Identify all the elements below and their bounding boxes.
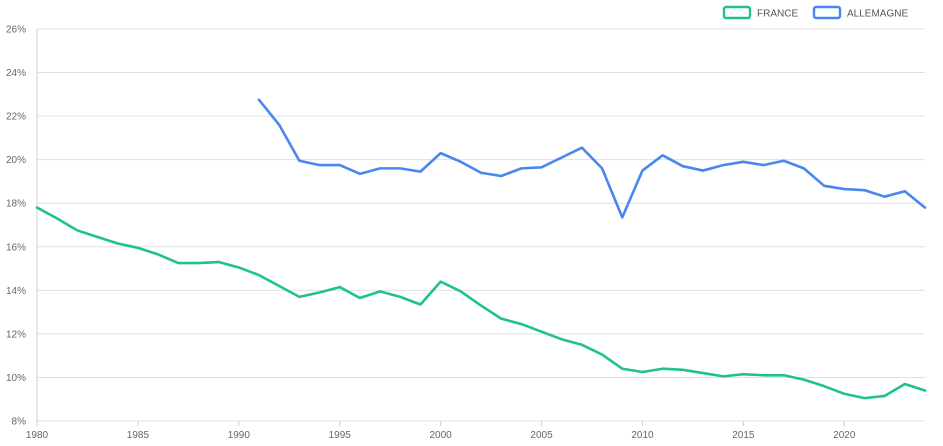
x-tick-label: 2010 <box>631 430 654 441</box>
y-tick-label: 26% <box>6 25 26 36</box>
y-axis-tick-labels: 8% 10% 12% 14% 16% 18% 20% 22% 24% 26% <box>6 25 26 428</box>
series-lines <box>35 98 927 400</box>
y-tick-label: 8% <box>12 417 27 428</box>
x-tick-label: 1980 <box>26 430 49 441</box>
y-tick-label: 10% <box>6 373 26 384</box>
y-tick-label: 16% <box>6 242 26 253</box>
x-tick-label: 2020 <box>833 430 856 441</box>
legend-label-france: FRANCE <box>757 9 798 20</box>
x-axis-tick-labels: 1980 1985 1990 1995 2000 2005 2010 2015 2020 <box>26 430 856 441</box>
legend-swatch-allemagne <box>812 5 842 20</box>
x-tick-label: 2005 <box>530 430 553 441</box>
axes <box>36 29 845 426</box>
y-tick-label: 14% <box>6 286 26 297</box>
y-tick-label: 20% <box>6 155 26 166</box>
series-line-france <box>35 206 927 400</box>
series-line-allemagne <box>257 98 927 219</box>
x-tick-label: 2015 <box>732 430 755 441</box>
x-tick-label: 1995 <box>329 430 352 441</box>
legend: FRANCE ALLEMAGNE <box>722 5 908 20</box>
legend-swatch-france <box>722 5 752 20</box>
x-tick-label: 1985 <box>127 430 150 441</box>
x-tick-label: 1990 <box>228 430 251 441</box>
y-tick-label: 12% <box>6 329 26 340</box>
x-tick-label: 2000 <box>430 430 453 441</box>
grid-lines <box>37 28 925 422</box>
y-tick-label: 18% <box>6 199 26 210</box>
y-tick-label: 24% <box>6 68 26 79</box>
y-tick-label: 22% <box>6 112 26 123</box>
legend-label-allemagne: ALLEMAGNE <box>847 9 908 20</box>
